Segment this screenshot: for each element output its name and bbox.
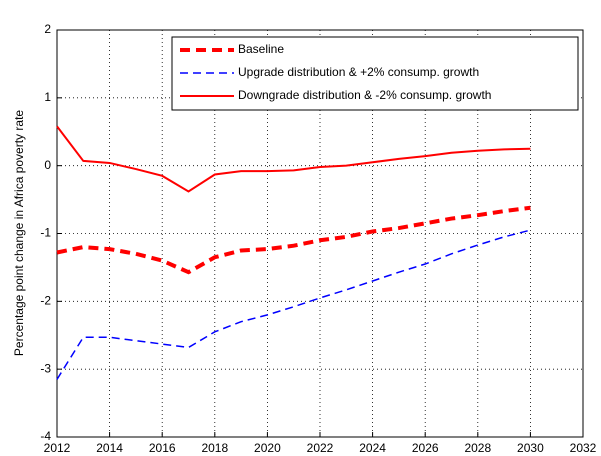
axis-box [56,29,584,438]
y-tick-label: -3 [40,361,51,375]
x-tick-label: 2028 [464,441,491,455]
x-tick-label: 2032 [570,441,597,455]
y-axis-label: Percentage point change in Africa povert… [12,110,26,356]
x-tick-label: 2030 [517,441,544,455]
legend-box [171,36,579,111]
data-line [56,125,531,193]
x-tick-label: 2022 [307,441,334,455]
legend-label: Baseline [238,42,284,56]
x-tick-label: 2012 [44,441,71,455]
x-tick-label: 2018 [201,441,228,455]
x-tick-label: 2014 [96,441,123,455]
x-tick-label: 2016 [149,441,176,455]
y-tick-label: 0 [44,158,51,172]
data-line [56,205,531,275]
x-tick-label: 2024 [359,441,386,455]
y-tick-label: -2 [40,294,51,308]
legend-label: Upgrade distribution & +2% consump. grow… [238,65,479,79]
x-tick-label: 2026 [412,441,439,455]
y-tick-label: -1 [40,226,51,240]
y-tick-label: 2 [44,22,51,36]
data-line [56,229,531,380]
y-tick-label: 1 [44,90,51,104]
legend-label: Downgrade distribution & -2% consump. gr… [238,88,491,102]
x-tick-label: 2020 [254,441,281,455]
y-tick-label: -4 [40,429,51,443]
